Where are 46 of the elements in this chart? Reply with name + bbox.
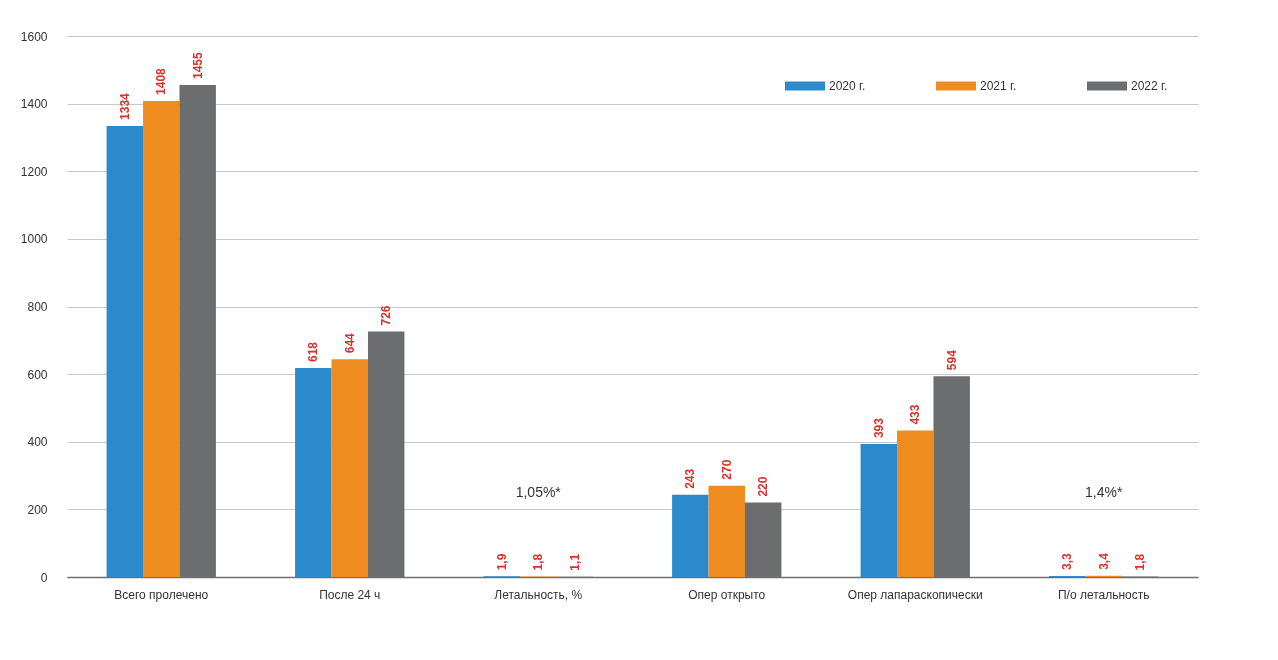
data-label: 1,9 (494, 553, 509, 571)
y-tick-label: 1400 (20, 97, 48, 112)
data-label: 243 (683, 468, 698, 489)
annotation: 1,4%* (1085, 483, 1123, 500)
x-tick-label: Летальность, % (494, 587, 583, 602)
bar (331, 359, 368, 577)
y-tick-label: 1000 (20, 232, 48, 247)
data-label: 1455 (190, 52, 205, 80)
data-label: 1,8 (531, 553, 546, 571)
data-label: 726 (379, 305, 394, 326)
x-tick-label: П/о летальность (1057, 587, 1150, 602)
y-tick-label: 800 (27, 300, 48, 314)
data-label: 3,4 (1096, 552, 1111, 570)
data-label: 1334 (117, 92, 132, 120)
y-tick-label: 1600 (20, 29, 48, 44)
legend-label: 2022 г. (1131, 79, 1168, 93)
data-label: 220 (756, 476, 771, 497)
bar (672, 494, 709, 577)
x-tick-label: После 24 ч (319, 587, 381, 602)
data-label: 1,8 (1133, 553, 1148, 571)
data-label: 594 (944, 349, 959, 371)
legend-label: 2020 г. (829, 79, 866, 93)
data-label: 644 (342, 332, 357, 354)
data-label: 1,1 (567, 553, 582, 571)
data-label: 270 (719, 459, 734, 480)
bar (143, 100, 180, 577)
data-label: 1408 (154, 67, 169, 95)
x-tick-label: Опер лапараскопически (847, 587, 983, 602)
x-tick-label: Всего пролечено (114, 587, 209, 602)
bar (295, 368, 332, 577)
data-label: 3,3 (1060, 552, 1075, 570)
bar (860, 444, 898, 577)
y-tick-label: 1200 (20, 164, 48, 179)
y-tick-label: 400 (27, 435, 48, 450)
data-label: 618 (306, 341, 321, 363)
y-tick-label: 200 (27, 502, 48, 517)
annotation: 1,05%* (515, 483, 562, 500)
bar (106, 125, 144, 577)
data-label: 393 (871, 417, 886, 439)
bar (708, 485, 745, 577)
legend-label: 2021 г. (980, 79, 1017, 93)
bar (897, 430, 934, 577)
y-tick-label: 600 (27, 367, 48, 382)
y-tick-label: 0 (40, 570, 48, 585)
x-tick-label: Опер открыто (688, 587, 766, 602)
data-label: 433 (908, 404, 923, 425)
